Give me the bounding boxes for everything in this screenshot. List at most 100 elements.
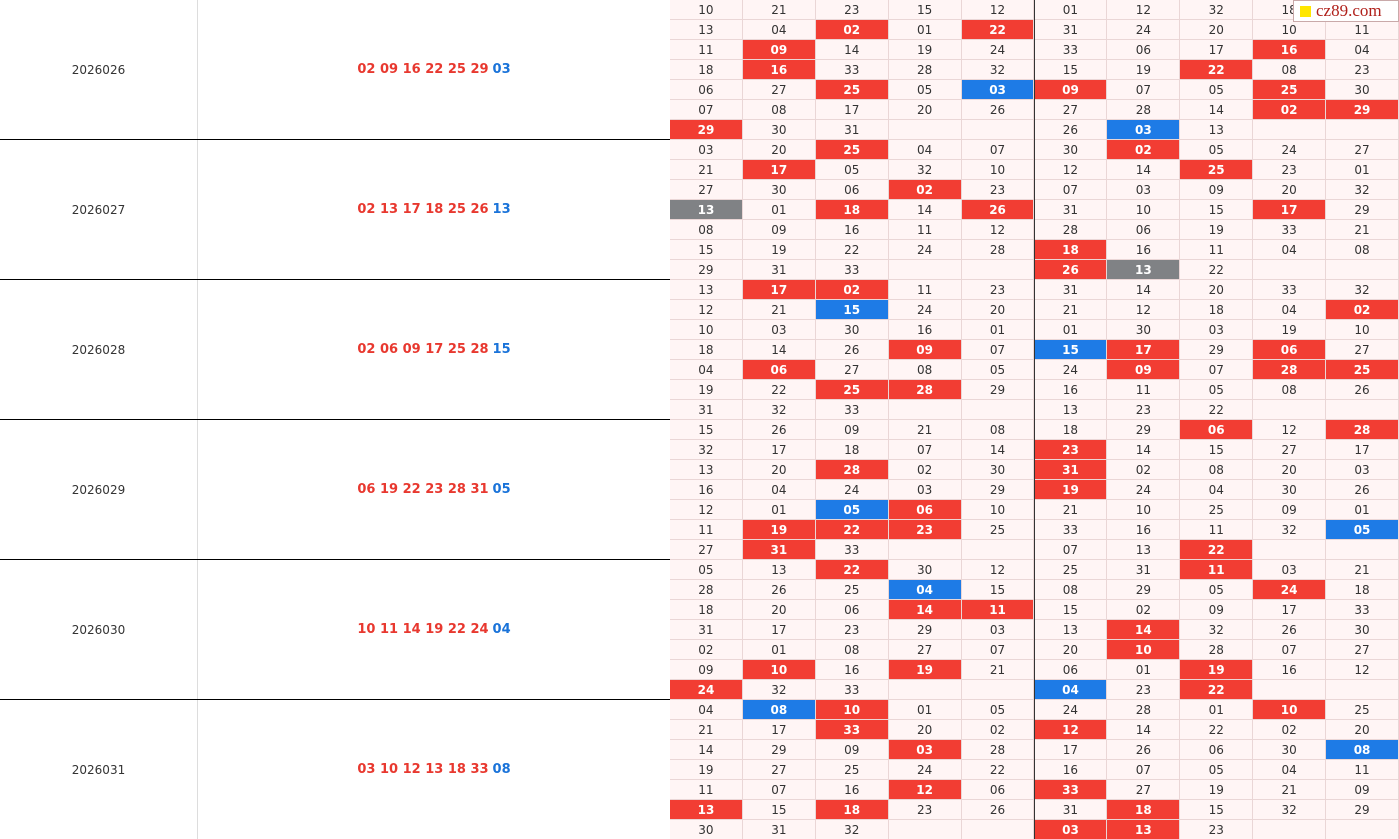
grid-cell-highlight: 12: [1034, 720, 1108, 740]
grid-cell: 27: [742, 760, 816, 780]
grid-cell: 01: [1034, 0, 1108, 20]
grid-cell: 18: [670, 60, 743, 80]
grid-cell-highlight: 14: [1107, 620, 1181, 640]
grid-cell: 06: [1107, 220, 1181, 240]
grid-cell: 28: [961, 240, 1035, 260]
grid-cell: 06: [1180, 740, 1254, 760]
grid-cell-highlight: 18: [1107, 800, 1181, 820]
grid-cell: 19: [1180, 220, 1254, 240]
red-balls: 10 11 14 19 22 24: [357, 622, 489, 637]
grid-cell-highlight: 02: [1107, 140, 1181, 160]
grid-cell: 19: [888, 40, 962, 60]
grid-cell: 22: [961, 760, 1035, 780]
grid-cell: [1253, 820, 1327, 839]
grid-cell: 03: [888, 480, 962, 500]
grid-cell: 19: [670, 380, 743, 400]
grid-cell: 15: [961, 580, 1035, 600]
grid-cell-highlight: 03: [1034, 820, 1108, 839]
grid-cell: 17: [1253, 600, 1327, 620]
grid-cell: 24: [888, 760, 962, 780]
grid-cell-highlight: 19: [1180, 660, 1254, 680]
grid-cell: 07: [742, 780, 816, 800]
grid-cell: [961, 120, 1035, 140]
grid-cell: 24: [888, 300, 962, 320]
grid-cell: 07: [888, 440, 962, 460]
grid-cell: 07: [961, 140, 1035, 160]
grid-cell: 03: [670, 140, 743, 160]
grid-cell-highlight: 23: [1034, 440, 1108, 460]
grid-cell-highlight: 17: [742, 280, 816, 300]
grid-cell-highlight: 18: [815, 200, 889, 220]
grid-cell: 02: [1107, 600, 1181, 620]
grid-cell: 12: [1326, 660, 1399, 680]
grid-cell: 16: [1253, 660, 1327, 680]
grid-cell: 11: [1180, 240, 1254, 260]
grid-cell: 06: [1034, 660, 1108, 680]
grid-cell: 11: [670, 40, 743, 60]
grid-cell: [1326, 680, 1399, 700]
grid-cell: 09: [815, 740, 889, 760]
grid-cell: 18: [1326, 580, 1399, 600]
grid-cell: 23: [961, 280, 1035, 300]
grid-cell: 32: [1253, 520, 1327, 540]
grid-cell-highlight: 12: [888, 780, 962, 800]
grid-cell: 12: [1253, 420, 1327, 440]
grid-cell: [1326, 120, 1399, 140]
grid-cell: 04: [888, 140, 962, 160]
grid-cell: 17: [1180, 40, 1254, 60]
grid-cell: 04: [670, 700, 743, 720]
grid-cell: 15: [888, 0, 962, 20]
grid-cell: [1326, 820, 1399, 839]
grid-cell: 32: [1326, 280, 1399, 300]
grid-cell: 25: [961, 520, 1035, 540]
grid-cell-highlight: 06: [1180, 420, 1254, 440]
grid-cell: 32: [1326, 180, 1399, 200]
grid-cell: 29: [961, 480, 1035, 500]
grid-cell: 14: [670, 740, 743, 760]
blue-ball: 03: [492, 62, 511, 77]
grid-cell: [1326, 540, 1399, 560]
blue-ball: 15: [492, 342, 511, 357]
grid-cell: 21: [1034, 300, 1108, 320]
grid-cell-highlight: 29: [670, 120, 743, 140]
draw-numbers: 02 06 09 17 25 28 15: [198, 280, 670, 420]
grid-cell-highlight: 13: [670, 200, 743, 220]
grid-cell-highlight: 02: [1326, 300, 1399, 320]
grid-cell: 31: [1034, 800, 1108, 820]
grid-cell: 14: [1107, 280, 1181, 300]
grid-cell-highlight: 11: [1180, 560, 1254, 580]
grid-cell: 27: [670, 180, 743, 200]
grid-cell: 04: [1326, 40, 1399, 60]
grid-cell: 31: [815, 120, 889, 140]
grid-cell-highlight: 02: [888, 180, 962, 200]
grid-cell: 08: [670, 220, 743, 240]
grid-cell: 12: [1107, 300, 1181, 320]
grid-cell: 12: [961, 220, 1035, 240]
grid-cell: 08: [1180, 460, 1254, 480]
grid-cell: 20: [1180, 280, 1254, 300]
draw-numbers: 06 19 22 23 28 31 05: [198, 420, 670, 560]
grid-cell: 21: [1253, 780, 1327, 800]
grid-cell: 14: [1107, 440, 1181, 460]
grid-cell: 27: [670, 540, 743, 560]
grid-cell: 24: [1034, 360, 1108, 380]
grid-cell: 12: [1107, 0, 1181, 20]
grid-cell: [1253, 540, 1327, 560]
grid-cell: 27: [815, 360, 889, 380]
blue-ball: 08: [492, 762, 511, 777]
blue-ball: 13: [492, 202, 511, 217]
grid-cell: 29: [1107, 580, 1181, 600]
red-balls: 02 13 17 18 25 26: [357, 202, 489, 217]
grid-cell: 13: [1107, 540, 1181, 560]
grid-cell-highlight: 03: [961, 80, 1035, 100]
grid-cell: 07: [1107, 80, 1181, 100]
grid-cell: 03: [1107, 180, 1181, 200]
grid-cell: 20: [1180, 20, 1254, 40]
grid-cell-highlight: 09: [742, 40, 816, 60]
grid-cell: 17: [815, 100, 889, 120]
grid-cell: 01: [1326, 500, 1399, 520]
grid-cell: 33: [1326, 600, 1399, 620]
grid-cell: 18: [670, 600, 743, 620]
grid-cell: 27: [1326, 340, 1399, 360]
grid-cell: 11: [670, 520, 743, 540]
